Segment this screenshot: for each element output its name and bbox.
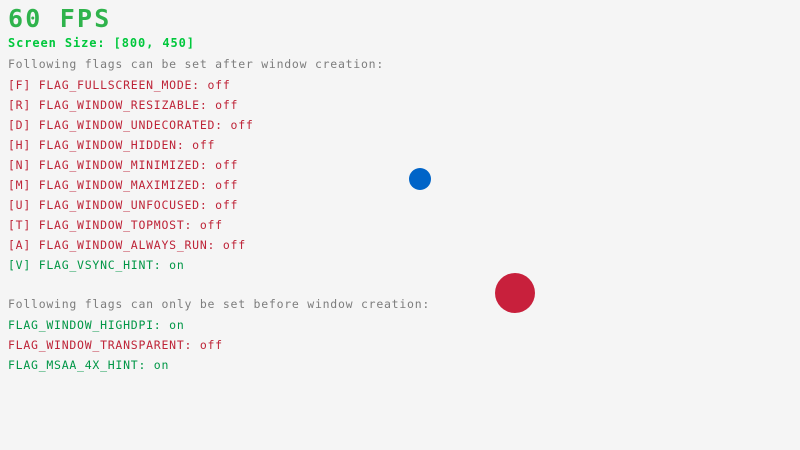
flag-row-window-minimized[interactable]: [N] FLAG_WINDOW_MINIMIZED: off <box>8 158 239 172</box>
flag-row-window-resizable[interactable]: [R] FLAG_WINDOW_RESIZABLE: off <box>8 98 239 112</box>
flag-row-window-topmost[interactable]: [T] FLAG_WINDOW_TOPMOST: off <box>8 218 223 232</box>
flag-row-window-maximized[interactable]: [M] FLAG_WINDOW_MAXIMIZED: off <box>8 178 239 192</box>
flag-row-window-hidden[interactable]: [H] FLAG_WINDOW_HIDDEN: off <box>8 138 216 152</box>
flag-row-msaa-4x-hint: FLAG_MSAA_4X_HINT: on <box>8 358 170 372</box>
flag-row-fullscreen-mode[interactable]: [F] FLAG_FULLSCREEN_MODE: off <box>8 78 231 92</box>
section-header-after-creation: Following flags can be set after window … <box>8 57 385 71</box>
section-header-before-creation: Following flags can only be set before w… <box>8 297 431 311</box>
flag-row-window-highdpi: FLAG_WINDOW_HIGHDPI: on <box>8 318 185 332</box>
red-ball <box>495 273 535 313</box>
flag-row-window-transparent: FLAG_WINDOW_TRANSPARENT: off <box>8 338 223 352</box>
flag-row-vsync-hint[interactable]: [V] FLAG_VSYNC_HINT: on <box>8 258 185 272</box>
blue-ball <box>409 168 431 190</box>
screen-size-label: Screen Size: [800, 450] <box>8 36 195 50</box>
flag-row-window-always-run[interactable]: [A] FLAG_WINDOW_ALWAYS_RUN: off <box>8 238 246 252</box>
fps-counter: 60 FPS <box>8 4 112 33</box>
flag-row-window-undecorated[interactable]: [D] FLAG_WINDOW_UNDECORATED: off <box>8 118 254 132</box>
flag-row-window-unfocused[interactable]: [U] FLAG_WINDOW_UNFOCUSED: off <box>8 198 239 212</box>
